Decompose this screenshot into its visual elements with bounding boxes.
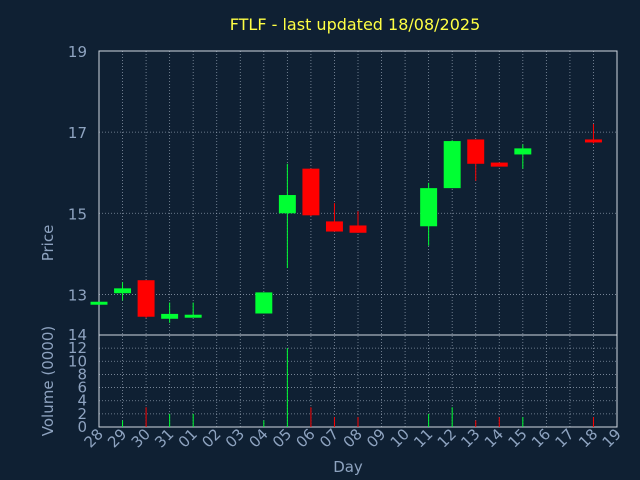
undefined: 17: [552, 425, 578, 451]
undefined: 12: [434, 425, 460, 451]
undefined: 8: [77, 365, 87, 383]
undefined: 14: [481, 425, 507, 451]
undefined: [114, 288, 132, 294]
undefined: [443, 141, 461, 189]
undefined: [514, 148, 532, 155]
undefined: 15: [504, 425, 530, 451]
undefined: 07: [316, 425, 342, 451]
undefined: 01: [175, 425, 201, 451]
undefined: [302, 168, 320, 216]
undefined: 13: [457, 425, 483, 451]
undefined: 11: [410, 425, 436, 451]
undefined: 03: [222, 425, 248, 451]
undefined: 14: [68, 326, 87, 344]
chart-title: FTLF - last updated 18/08/2025: [230, 15, 481, 34]
undefined: 18: [575, 425, 601, 451]
undefined: 08: [340, 425, 366, 451]
undefined: 10: [387, 425, 413, 451]
volume-axis-label: Volume (0000): [39, 326, 57, 436]
undefined: 31: [151, 425, 177, 451]
undefined: 16: [528, 425, 554, 451]
undefined: 12: [68, 339, 87, 357]
undefined: 13: [68, 286, 87, 304]
undefined: 10: [68, 352, 87, 370]
undefined: 0: [77, 418, 87, 436]
undefined: 15: [68, 205, 87, 223]
undefined: [325, 221, 343, 232]
undefined: 19: [599, 425, 625, 451]
undefined: [490, 162, 508, 167]
undefined: 30: [128, 425, 154, 451]
undefined: 02: [198, 425, 224, 451]
undefined: 4: [77, 392, 87, 410]
undefined: [278, 195, 296, 214]
undefined: 19: [68, 43, 87, 61]
undefined: 06: [293, 425, 319, 451]
undefined: [161, 313, 179, 319]
undefined: [184, 314, 202, 318]
undefined: 29: [104, 425, 130, 451]
undefined: 6: [77, 379, 87, 397]
undefined: [467, 139, 485, 164]
undefined: 17: [68, 124, 87, 142]
undefined: 09: [363, 425, 389, 451]
undefined: [349, 225, 367, 233]
undefined: [90, 301, 108, 305]
undefined: 05: [269, 425, 295, 451]
undefined: 04: [245, 425, 271, 451]
undefined: [584, 139, 602, 143]
undefined: [137, 280, 155, 317]
undefined: 2: [77, 405, 87, 423]
x-axis-label: Day: [333, 458, 363, 476]
price-axis-label: Price: [39, 225, 57, 262]
undefined: [420, 188, 438, 227]
undefined: [255, 292, 273, 314]
